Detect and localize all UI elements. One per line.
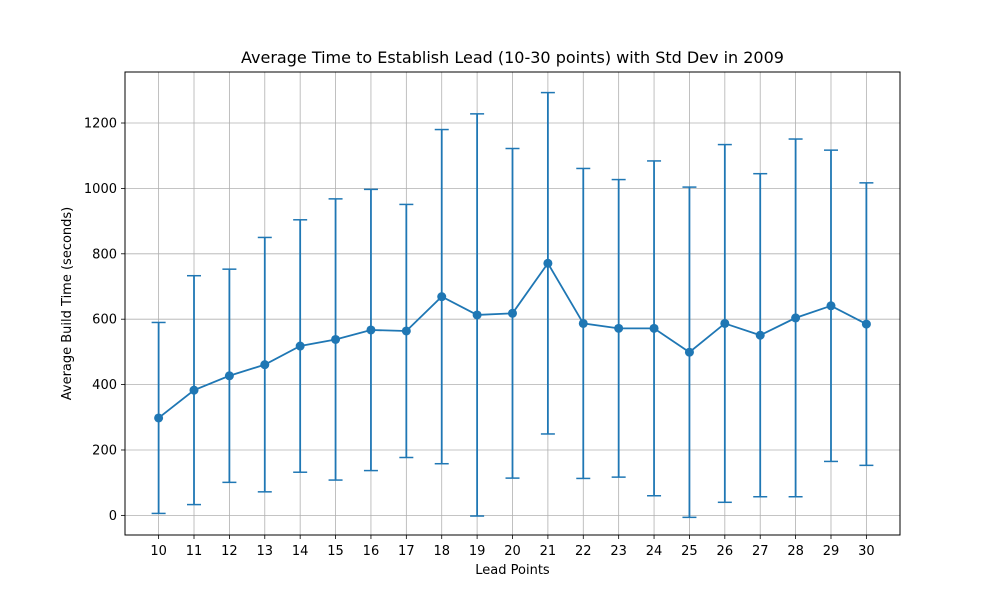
x-tick-label: 20 [504,544,521,559]
data-point [437,292,447,302]
x-tick-label: 24 [646,544,663,559]
data-points [154,258,871,423]
y-tick-label: 800 [92,247,117,262]
data-point [720,318,730,328]
x-tick-label: 10 [150,544,167,559]
x-tick-label: 28 [787,544,804,559]
data-point [331,334,341,344]
x-tick-label: 23 [610,544,627,559]
x-tick-label: 30 [858,544,875,559]
y-axis-ticks: 0 200 400 600 800 1000 1200 [84,117,125,524]
x-tick-label: 17 [398,544,415,559]
x-tick-label: 21 [540,544,557,559]
data-point [154,413,164,423]
data-point [472,310,482,320]
y-tick-label: 1200 [84,117,117,132]
data-point [295,341,305,351]
y-tick-label: 0 [109,509,117,524]
data-point [614,323,624,333]
x-tick-label: 27 [752,544,769,559]
x-tick-label: 26 [717,544,734,559]
x-tick-label: 11 [186,544,203,559]
x-tick-label: 18 [433,544,450,559]
data-point [684,347,694,357]
x-tick-label: 29 [823,544,840,559]
data-point [861,319,871,329]
data-point [401,326,411,336]
data-point [791,313,801,323]
x-tick-label: 15 [327,544,344,559]
data-point [189,385,199,395]
x-axis-label: Lead Points [475,563,550,578]
y-tick-label: 400 [92,378,117,393]
x-tick-label: 12 [221,544,238,559]
x-axis-ticks: 10 11 12 13 14 15 16 17 18 19 20 21 22 23 24 25 26 27 28 29… [150,535,875,559]
plot-frame [124,71,901,536]
x-tick-label: 14 [292,544,309,559]
data-point [578,318,588,328]
data-point [649,323,659,333]
y-tick-label: 200 [92,443,117,458]
data-point [755,330,765,340]
data-point [826,301,836,311]
x-tick-label: 25 [681,544,698,559]
data-point [543,258,553,268]
data-point [366,325,376,335]
y-tick-label: 1000 [84,182,117,197]
x-tick-label: 22 [575,544,592,559]
chart-title: Average Time to Establish Lead (10-30 po… [241,48,784,67]
x-tick-label: 19 [469,544,486,559]
x-tick-label: 13 [257,544,274,559]
x-tick-label: 16 [363,544,380,559]
data-point [224,371,234,381]
data-point [260,360,270,370]
data-point [508,308,517,318]
y-axis-label: Average Build Time (seconds) [60,207,75,401]
y-tick-label: 600 [92,313,117,328]
